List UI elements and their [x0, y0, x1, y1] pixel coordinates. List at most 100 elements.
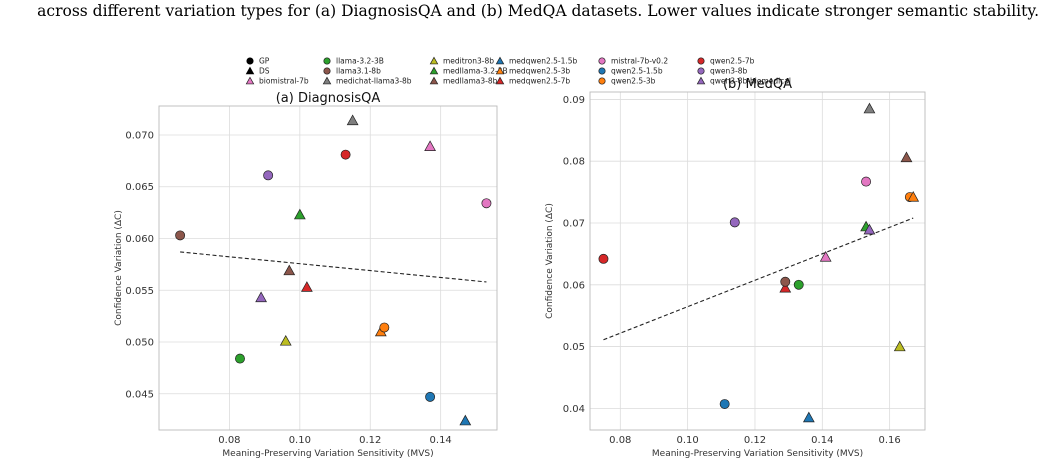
legend-label: medichat-llama3-8b: [336, 77, 412, 86]
x-axis-label: Meaning-Preserving Variation Sensitivity…: [222, 449, 433, 459]
x-tick-label: 0.08: [609, 435, 631, 446]
point-biomistral-7b: [819, 250, 832, 262]
point-medqwen2-5-3b: [907, 191, 920, 202]
legend-entry-qwen2-5-1-5b: qwen2.5-1.5b: [598, 67, 663, 76]
y-tick-label: 0.055: [125, 286, 154, 297]
point-medllama-3-2-3b: [293, 208, 306, 220]
y-tick-label: 0.070: [125, 130, 154, 141]
legend-entry-qwen2-5-3b: qwen2.5-3b: [598, 77, 656, 86]
legend-marker-llama-3-2-3b: [323, 57, 331, 65]
point-qwen2-5-3b: [379, 322, 390, 333]
y-tick-label: 0.07: [563, 218, 585, 229]
trend-line: [180, 251, 487, 283]
x-tick-label: 0.14: [811, 435, 833, 446]
panel-diagnosisqa: 0.08 0.10 0.12 0.14 0.045 0.050 0.055 0.060 0.06…: [114, 91, 498, 459]
legend-marker-ds: [245, 66, 255, 75]
y-tick-label: 0.05: [563, 342, 585, 353]
legend-label: llama3.1-8b: [336, 67, 381, 76]
panel-title: (a) DiagnosisQA: [276, 91, 381, 106]
legend-marker-medqwen2-5-7b: [495, 76, 505, 85]
x-tick-label: 0.10: [677, 435, 699, 446]
point-biomistral-7b: [424, 140, 436, 151]
legend-marker-medqwen2-5-1-5b: [495, 56, 505, 65]
point-medichat-llama3-8b: [863, 102, 876, 114]
legend-label: GP: [259, 57, 270, 66]
x-tick-label: 0.12: [359, 435, 381, 446]
legend-entry-medichat-llama3-8b: medichat-llama3-8b: [322, 76, 412, 86]
x-tick-label: 0.08: [218, 435, 240, 446]
legend-entry-medqwen2-5-3b: medqwen2.5-3b: [495, 66, 570, 76]
point-medichat-llama3-8b: [346, 114, 359, 126]
plot-area: [159, 106, 497, 430]
legend-entry-medqwen2-5-7b: medqwen2.5-7b: [495, 76, 570, 86]
legend-marker-biomistral-7b: [245, 76, 255, 85]
point-llama-3-2-3b: [235, 353, 245, 364]
point-qwen3-8b-biomedical: [255, 291, 267, 303]
legend-marker-meditron3-8b: [429, 56, 439, 65]
point-medllama3-8b: [900, 151, 913, 163]
point-medqwen2-5-7b: [300, 281, 313, 292]
legend-label: medqwen2.5-1.5b: [509, 57, 578, 66]
point-llama-3-2-3b: [793, 279, 804, 290]
legend-label: qwen2.5-7b: [710, 57, 755, 66]
point-medqwen2-5-7b: [779, 281, 792, 293]
x-tick-label: 0.10: [289, 435, 311, 446]
point-llama3-1-8b: [175, 230, 186, 241]
point-qwen3-8b: [729, 217, 740, 228]
legend-entry-medllama-3-2-3b: medllama-3.2-3B: [429, 66, 508, 76]
y-tick-label: 0.060: [125, 234, 154, 245]
legend-marker-medqwen2-5-3b: [495, 66, 505, 75]
plot-frame: [589, 91, 926, 431]
y-tick-label: 0.045: [125, 389, 154, 400]
legend-label: llama-3.2-3B: [336, 57, 384, 66]
point-mistral-7b-v0-2: [481, 198, 492, 209]
legend-label: biomistral-7b: [259, 77, 309, 86]
point-medqwen2-5-1-5b: [459, 414, 472, 426]
y-tick-label: 0.09: [563, 95, 585, 106]
legend-entry-ds: DS: [245, 66, 270, 76]
point-qwen3-8b-biomedical: [863, 223, 876, 235]
y-tick-label: 0.065: [125, 182, 154, 193]
legend-entry-meditron3-8b: meditron3-8b: [429, 56, 494, 66]
legend-entry-medllama3-8b: medllama3-8b: [429, 76, 498, 86]
legend-label: qwen3-8b: [710, 67, 748, 76]
x-tick-label: 0.14: [430, 435, 452, 446]
legend-marker-medllama3-8b: [429, 76, 439, 85]
point-qwen2-5-1-5b: [719, 399, 730, 409]
point-meditron3-8b: [279, 334, 292, 346]
point-medllama3-8b: [283, 264, 296, 276]
legend-entry-qwen3-8b: qwen3-8b: [697, 67, 748, 76]
legend-label: qwen2.5-1.5b: [611, 67, 663, 76]
legend-entry-gp: GP: [246, 57, 270, 66]
legend-marker-qwen3-8b-biomedical: [696, 76, 706, 85]
legend-entry-llama3-1-8b: llama3.1-8b: [323, 67, 381, 76]
y-tick-label: 0.06: [563, 280, 585, 291]
point-qwen2-5-7b: [340, 149, 351, 160]
legend-label: medllama3-8b: [443, 77, 498, 86]
point-mistral-7b-v0-2: [861, 176, 872, 187]
legend-marker-qwen2-5-7b: [697, 57, 705, 65]
legend-entry-llama-3-2-3b: llama-3.2-3B: [323, 57, 384, 66]
legend-label: meditron3-8b: [443, 57, 494, 66]
plot-frame: [158, 105, 498, 431]
legend-entry-medqwen2-5-1-5b: medqwen2.5-1.5b: [495, 56, 578, 66]
legend-label: medqwen2.5-3b: [509, 67, 570, 76]
x-tick-label: 0.16: [879, 435, 901, 446]
legend-entry-qwen2-5-7b: qwen2.5-7b: [697, 57, 755, 66]
legend-marker-medllama-3-2-3b: [429, 66, 439, 75]
legend-label: medqwen2.5-7b: [509, 77, 570, 86]
point-qwen3-8b: [263, 170, 274, 181]
y-tick-label: 0.050: [125, 338, 154, 349]
legend-marker-qwen2-5-1-5b: [598, 67, 606, 75]
legend-entry-mistral-7b-v0-2: mistral-7b-v0.2: [598, 57, 668, 66]
y-tick-label: 0.04: [563, 404, 585, 415]
figure-caption: across different variation types for (a)…: [37, 2, 1039, 20]
x-axis-label: Meaning-Preserving Variation Sensitivity…: [652, 449, 863, 459]
y-axis-label: Confidence Variation (ΔC): [114, 210, 124, 326]
legend-label: medllama-3.2-3B: [443, 67, 508, 76]
legend-marker-medichat-llama3-8b: [322, 76, 332, 85]
plot-area: [590, 92, 925, 430]
legend-entry-qwen3-8b-biomedical: qwen3-8b-biomedical: [696, 76, 791, 86]
legend-label: DS: [259, 67, 270, 76]
